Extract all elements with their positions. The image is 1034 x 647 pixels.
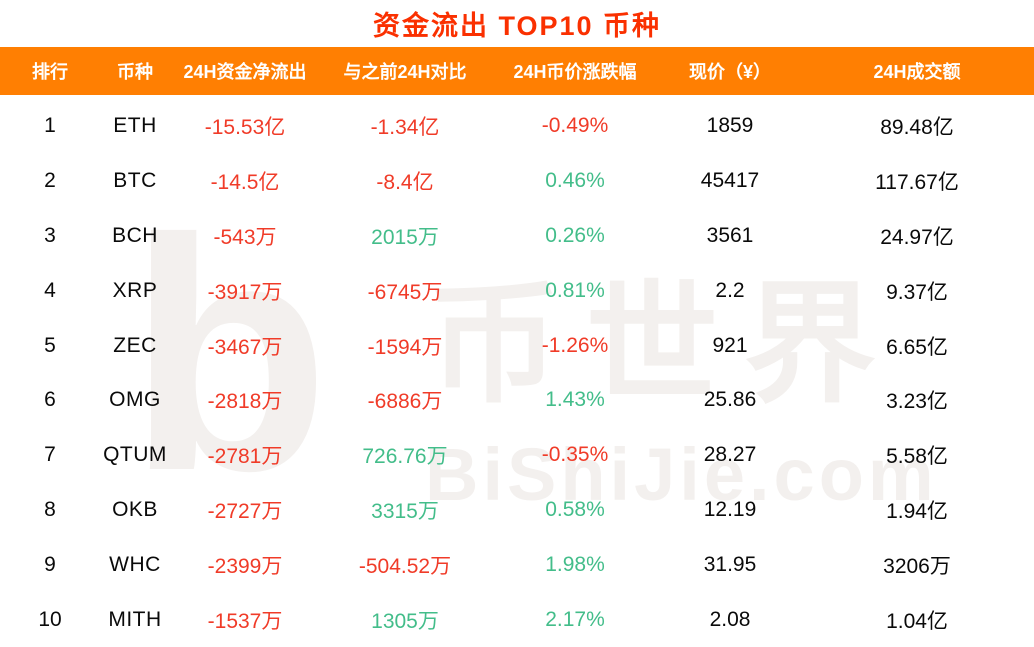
cell-coin: MITH <box>108 607 162 631</box>
cell-outflow_24h: -3917万 <box>207 280 283 304</box>
cell-vs_prev_24h: -6886万 <box>367 390 443 414</box>
cell-outflow_24h: -2781万 <box>207 445 283 469</box>
cell-coin: BTC <box>113 169 157 193</box>
cell-coin: BCH <box>112 223 158 247</box>
cell-coin: OMG <box>109 388 161 412</box>
cell-rank: 9 <box>44 552 56 576</box>
cell-price_cny: 2.08 <box>709 607 751 631</box>
cell-rank: 1 <box>44 114 56 138</box>
cell-rank: 3 <box>44 223 56 247</box>
header-cell-price_cny: 现价（¥） <box>688 62 771 82</box>
cell-rank: 6 <box>44 388 56 412</box>
cell-volume_24h: 24.97亿 <box>880 225 954 249</box>
cell-vs_prev_24h: 2015万 <box>371 225 439 249</box>
cell-vs_prev_24h: 726.76万 <box>362 445 448 469</box>
header-cell-rank: 排行 <box>32 62 68 82</box>
table-row: 8 OKB -2727万 3315万 0.58% 12.19 1.94亿 <box>0 483 1034 538</box>
cell-outflow_24h: -543万 <box>213 225 277 249</box>
cell-volume_24h: 5.58亿 <box>886 445 948 469</box>
cell-price_cny: 921 <box>712 333 748 357</box>
cell-volume_24h: 3206万 <box>883 554 951 578</box>
header-cell-price_change_24h: 24H币价涨跌幅 <box>513 62 637 82</box>
cell-outflow_24h: -15.53亿 <box>204 116 286 140</box>
cell-outflow_24h: -2727万 <box>207 499 283 523</box>
cell-outflow_24h: -3467万 <box>207 335 283 359</box>
cell-price_cny: 2.2 <box>715 278 745 302</box>
cell-price_cny: 25.86 <box>703 388 757 412</box>
cell-outflow_24h: -2818万 <box>207 390 283 414</box>
cell-price_change_24h: -0.49% <box>541 114 609 138</box>
cell-outflow_24h: -1537万 <box>207 609 283 633</box>
table-row: 1 ETH -15.53亿 -1.34亿 -0.49% 1859 89.48亿 <box>0 99 1034 154</box>
table-body: 1 ETH -15.53亿 -1.34亿 -0.49% 1859 89.48亿 2 BTC -14… <box>0 95 1034 647</box>
cell-rank: 2 <box>44 169 56 193</box>
cell-volume_24h: 1.94亿 <box>886 499 948 523</box>
cell-price_change_24h: 0.81% <box>545 278 605 302</box>
cell-vs_prev_24h: -8.4亿 <box>376 171 434 195</box>
cell-vs_prev_24h: -1594万 <box>367 335 443 359</box>
cell-price_cny: 31.95 <box>703 552 757 576</box>
cell-outflow_24h: -14.5亿 <box>210 171 280 195</box>
cell-price_change_24h: 1.43% <box>545 388 605 412</box>
cell-price_cny: 28.27 <box>703 443 757 467</box>
cell-outflow_24h: -2399万 <box>207 554 283 578</box>
cell-rank: 5 <box>44 333 56 357</box>
cell-price_change_24h: 0.26% <box>545 223 605 247</box>
table-row: 3 BCH -543万 2015万 0.26% 3561 24.97亿 <box>0 209 1034 264</box>
cell-price_cny: 12.19 <box>703 497 757 521</box>
table-row: 5 ZEC -3467万 -1594万 -1.26% 921 6.65亿 <box>0 318 1034 373</box>
cell-rank: 10 <box>38 607 62 631</box>
cell-price_change_24h: 0.46% <box>545 169 605 193</box>
cell-rank: 4 <box>44 278 56 302</box>
cell-price_cny: 1859 <box>706 114 754 138</box>
table-row: 10 MITH -1537万 1305万 2.17% 2.08 1.04亿 <box>0 592 1034 647</box>
table-header: 排行 币种 24H资金净流出 与之前24H对比 24H币价涨跌幅 现价（¥） 24H成交额 <box>0 47 1034 95</box>
cell-vs_prev_24h: -504.52万 <box>358 554 452 578</box>
cell-rank: 8 <box>44 497 56 521</box>
cell-volume_24h: 1.04亿 <box>886 609 948 633</box>
cell-coin: WHC <box>109 552 161 576</box>
page-title: 资金流出 TOP10 币种 <box>372 11 662 41</box>
cell-price_change_24h: -1.26% <box>541 333 609 357</box>
cell-vs_prev_24h: -6745万 <box>367 280 443 304</box>
table-row: 7 QTUM -2781万 726.76万 -0.35% 28.27 5.58亿 <box>0 428 1034 483</box>
cell-coin: QTUM <box>103 443 167 467</box>
table-row: 4 XRP -3917万 -6745万 0.81% 2.2 9.37亿 <box>0 263 1034 318</box>
header-cell-volume_24h: 24H成交额 <box>873 62 961 82</box>
cell-rank: 7 <box>44 443 56 467</box>
cell-volume_24h: 6.65亿 <box>886 335 948 359</box>
cell-coin: ZEC <box>113 333 157 357</box>
cell-volume_24h: 117.67亿 <box>875 171 959 195</box>
cell-volume_24h: 3.23亿 <box>886 390 948 414</box>
cell-vs_prev_24h: 1305万 <box>371 609 439 633</box>
header-cell-coin: 币种 <box>117 62 153 82</box>
header-cell-vs_prev_24h: 与之前24H对比 <box>343 62 467 82</box>
cell-price_change_24h: 2.17% <box>545 607 605 631</box>
cell-coin: OKB <box>112 497 158 521</box>
cell-coin: ETH <box>113 114 157 138</box>
cell-vs_prev_24h: -1.34亿 <box>370 116 440 140</box>
cell-volume_24h: 89.48亿 <box>880 116 954 140</box>
cell-price_cny: 45417 <box>700 169 760 193</box>
cell-price_change_24h: 0.58% <box>545 497 605 521</box>
cell-coin: XRP <box>112 278 158 302</box>
cell-price_cny: 3561 <box>706 223 754 247</box>
table-row: 6 OMG -2818万 -6886万 1.43% 25.86 3.23亿 <box>0 373 1034 428</box>
cell-price_change_24h: -0.35% <box>541 443 609 467</box>
cell-price_change_24h: 1.98% <box>545 552 605 576</box>
header-cell-outflow_24h: 24H资金净流出 <box>183 62 307 82</box>
cell-volume_24h: 9.37亿 <box>886 280 948 304</box>
cell-vs_prev_24h: 3315万 <box>371 499 439 523</box>
table-row: 9 WHC -2399万 -504.52万 1.98% 31.95 3206万 <box>0 537 1034 592</box>
table-row: 2 BTC -14.5亿 -8.4亿 0.46% 45417 117.67亿 <box>0 154 1034 209</box>
